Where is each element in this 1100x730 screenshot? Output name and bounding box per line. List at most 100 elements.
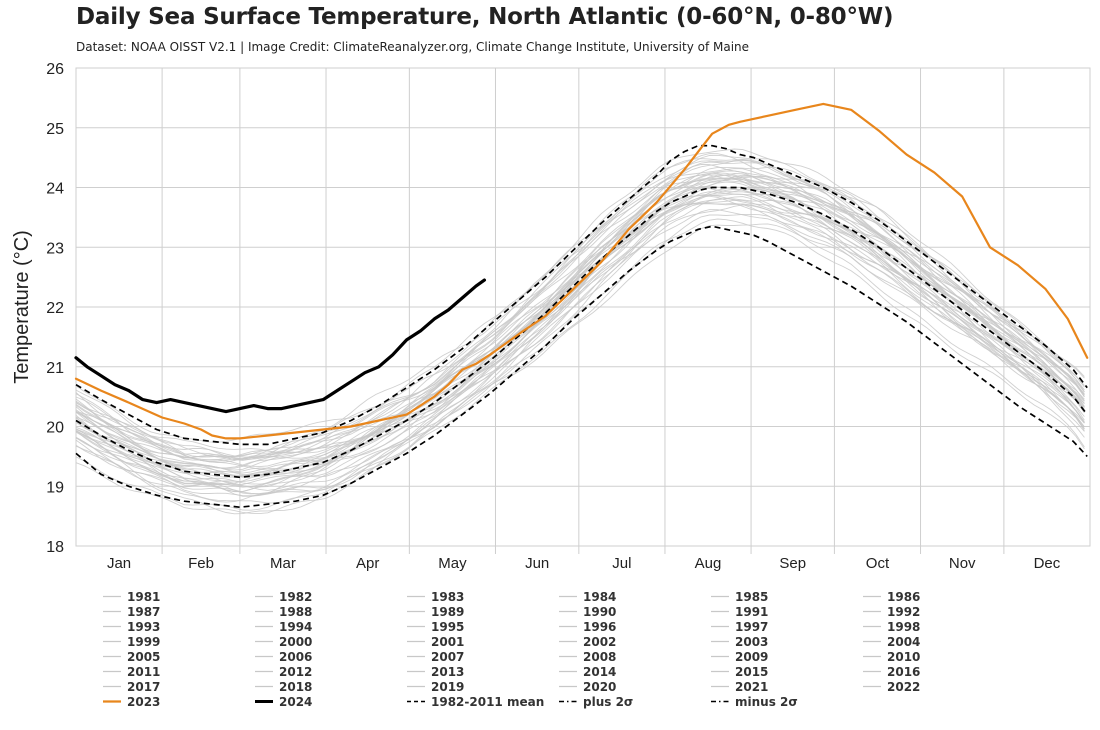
legend-item[interactable]: 1989: [407, 604, 464, 619]
legend-swatch: [711, 595, 729, 598]
legend-item[interactable]: 2010: [863, 649, 920, 664]
legend-label: 2015: [735, 664, 769, 679]
legend-item[interactable]: 2023: [103, 694, 160, 709]
legend-item[interactable]: 1981: [103, 589, 160, 604]
legend-item[interactable]: 1994: [255, 619, 312, 634]
legend-label: 2012: [279, 664, 313, 679]
legend-item[interactable]: 2019: [407, 679, 464, 694]
legend-label: 2009: [735, 649, 769, 664]
legend-item[interactable]: 1996: [559, 619, 616, 634]
legend-swatch: [255, 610, 273, 613]
legend-item[interactable]: 1998: [863, 619, 920, 634]
chart-title: Daily Sea Surface Temperature, North Atl…: [76, 4, 894, 30]
legend-label: 1981: [127, 589, 161, 604]
legend-item[interactable]: 1987: [103, 604, 160, 619]
legend-label: 2019: [431, 679, 465, 694]
legend-item[interactable]: 2004: [863, 634, 920, 649]
year-line-2014: [75, 177, 1085, 461]
legend-label: 1993: [127, 619, 161, 634]
legend-swatch: [103, 670, 121, 673]
legend-item[interactable]: 1986: [863, 589, 920, 604]
legend-label: 1999: [127, 634, 161, 649]
legend-item[interactable]: 2008: [559, 649, 616, 664]
legend-label: 2006: [279, 649, 313, 664]
legend-swatch: [559, 640, 577, 643]
series-line-1982-2011-mean: [75, 186, 1088, 479]
x-tick-label: Apr: [356, 555, 379, 572]
legend-item[interactable]: 1993: [103, 619, 160, 634]
y-tick-label: 24: [46, 181, 64, 198]
legend-item[interactable]: 2012: [255, 664, 312, 679]
legend-label: 1990: [583, 604, 617, 619]
legend-item[interactable]: 2007: [407, 649, 464, 664]
legend-item[interactable]: minus 2σ: [711, 694, 798, 709]
chart-legend: 1981 1982 1983 1984 1985 1986 1987 1988 1989 1990…: [103, 589, 1093, 719]
legend-label: 2023: [127, 694, 161, 709]
legend-label: 2000: [279, 634, 313, 649]
legend-item[interactable]: 2015: [711, 664, 768, 679]
legend-swatch: [711, 655, 729, 658]
series-line-2023: [74, 102, 1089, 440]
legend-item[interactable]: 1983: [407, 589, 464, 604]
legend-item[interactable]: 2021: [711, 679, 768, 694]
x-tick-label: Oct: [866, 555, 890, 572]
x-tick-label: Mar: [270, 555, 296, 572]
legend-label: 1995: [431, 619, 465, 634]
legend-item[interactable]: 1990: [559, 604, 616, 619]
series-line-plus-2sigma: [75, 144, 1088, 446]
legend-item[interactable]: 2016: [863, 664, 920, 679]
year-line-1982: [75, 188, 1085, 504]
legend-item[interactable]: plus 2σ: [559, 694, 633, 709]
legend-item[interactable]: 1985: [711, 589, 768, 604]
legend-swatch: [559, 625, 577, 628]
legend-swatch: [103, 685, 121, 688]
legend-label: 2018: [279, 679, 313, 694]
legend-item[interactable]: 2024: [255, 694, 312, 709]
legend-label: 1983: [431, 589, 465, 604]
legend-item[interactable]: 2022: [863, 679, 920, 694]
legend-item[interactable]: 2001: [407, 634, 464, 649]
legend-item[interactable]: 2003: [711, 634, 768, 649]
legend-item[interactable]: 2020: [559, 679, 616, 694]
legend-item[interactable]: 1988: [255, 604, 312, 619]
legend-item[interactable]: 2014: [559, 664, 616, 679]
legend-swatch: [103, 640, 121, 643]
year-line-2006: [75, 174, 1085, 477]
legend-label: 2004: [887, 634, 921, 649]
legend-item[interactable]: 2005: [103, 649, 160, 664]
legend-item[interactable]: 2013: [407, 664, 464, 679]
legend-swatch: [863, 685, 881, 688]
legend-swatch: [407, 595, 425, 598]
year-line-2005: [75, 174, 1085, 454]
legend-swatch: [863, 640, 881, 643]
legend-item[interactable]: 2002: [559, 634, 616, 649]
legend-item[interactable]: 1991: [711, 604, 768, 619]
legend-swatch: [711, 640, 729, 643]
legend-item[interactable]: 1995: [407, 619, 464, 634]
legend-label: 2013: [431, 664, 465, 679]
legend-label: 1982-2011 mean: [431, 694, 545, 709]
legend-item[interactable]: 1984: [559, 589, 616, 604]
legend-item[interactable]: 1982-2011 mean: [407, 694, 544, 709]
legend-label: 1992: [887, 604, 921, 619]
year-line-2009: [75, 175, 1085, 461]
legend-item[interactable]: 1999: [103, 634, 160, 649]
legend-label: 1996: [583, 619, 617, 634]
legend-label: 2003: [735, 634, 769, 649]
legend-label: 2024: [279, 694, 313, 709]
legend-item[interactable]: 1997: [711, 619, 768, 634]
legend-label: 1987: [127, 604, 161, 619]
y-axis-label: Temperature (°C): [11, 230, 33, 384]
year-lines-layer: [75, 148, 1085, 515]
legend-item[interactable]: 2018: [255, 679, 312, 694]
legend-item[interactable]: 2009: [711, 649, 768, 664]
legend-item[interactable]: 2000: [255, 634, 312, 649]
legend-item[interactable]: 1992: [863, 604, 920, 619]
legend-item[interactable]: 2006: [255, 649, 312, 664]
legend-item[interactable]: 1982: [255, 589, 312, 604]
legend-item[interactable]: 2011: [103, 664, 160, 679]
legend-item[interactable]: 2017: [103, 679, 160, 694]
y-tick-label: 26: [46, 61, 64, 78]
legend-swatch: [255, 670, 273, 673]
x-tick-label: Feb: [188, 555, 214, 572]
